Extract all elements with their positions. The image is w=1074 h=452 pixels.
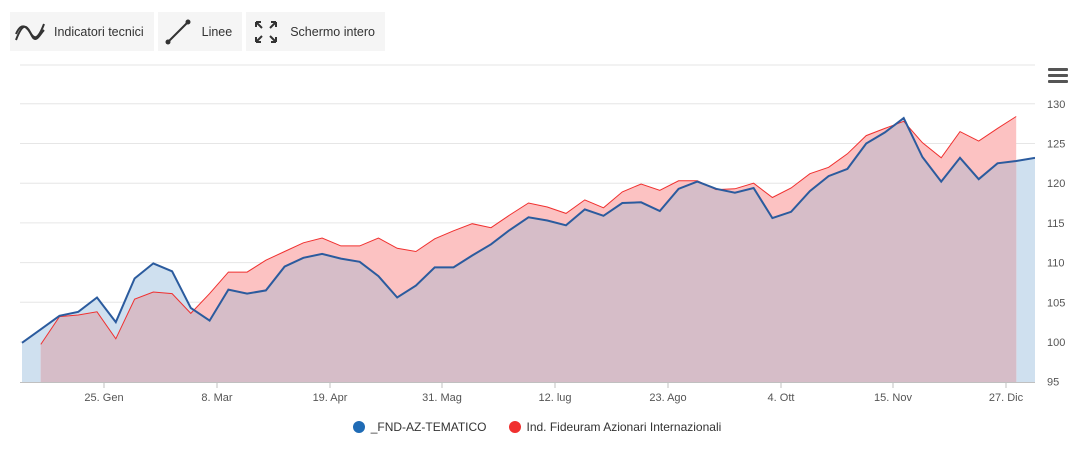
chart-toolbar: Indicatori tecnici Linee Schermo intero <box>10 12 385 51</box>
indicators-icon <box>14 18 46 46</box>
y-tick-label: 115 <box>1047 218 1065 230</box>
y-tick-label: 125 <box>1047 139 1065 151</box>
series-areas <box>22 116 1035 382</box>
y-axis-ticks: 95 100 105 110 115 120 125 130 <box>1047 99 1065 389</box>
y-tick-label: 95 <box>1047 377 1059 389</box>
lines-button[interactable]: Linee <box>157 12 243 51</box>
x-tick-label: 31. Mag <box>422 392 462 404</box>
series-ind-fideuram-line <box>40 116 1017 345</box>
x-tick-label: 23. Ago <box>649 392 686 404</box>
x-tick-label: 4. Ott <box>768 392 795 404</box>
y-tick-label: 120 <box>1047 178 1065 190</box>
x-tick-label: 12. lug <box>538 392 571 404</box>
y-tick-label: 100 <box>1047 337 1065 349</box>
legend-dot-icon <box>508 421 521 433</box>
fullscreen-label: Schermo intero <box>290 24 375 39</box>
price-chart: 95 100 105 110 115 120 125 130 25. Gen 8. Mar 19.… <box>20 64 1065 404</box>
x-tick-label: 8. Mar <box>201 392 233 404</box>
legend-item-fnd-az-tematico[interactable]: _FND-AZ-TEMATICO <box>352 420 487 434</box>
y-tick-label: 110 <box>1047 258 1065 270</box>
legend: _FND-AZ-TEMATICO Ind. Fideuram Azionari … <box>0 420 1074 434</box>
series-fnd-az-tematico-line <box>21 116 1035 344</box>
fullscreen-button[interactable]: Schermo intero <box>246 12 385 51</box>
legend-label: _FND-AZ-TEMATICO <box>370 420 487 434</box>
x-tick-label: 25. Gen <box>84 392 123 404</box>
x-tick-label: 15. Nov <box>874 392 912 404</box>
legend-item-ind-fideuram[interactable]: Ind. Fideuram Azionari Internazionali <box>508 420 722 434</box>
y-tick-label: 105 <box>1047 297 1065 309</box>
series-overlap-area <box>40 118 1017 382</box>
fullscreen-icon <box>250 18 282 46</box>
x-tick-label: 19. Apr <box>313 392 348 404</box>
lines-label: Linee <box>201 24 233 39</box>
chart-menu-icon[interactable] <box>1048 68 1068 86</box>
legend-label: Ind. Fideuram Azionari Internazionali <box>526 420 722 434</box>
legend-dot-icon <box>352 421 365 433</box>
technical-indicators-button[interactable]: Indicatori tecnici <box>10 12 154 51</box>
series-lines <box>21 116 1035 345</box>
y-tick-label: 130 <box>1047 99 1065 111</box>
line-tool-icon <box>162 18 194 46</box>
x-tick-label: 27. Dic <box>989 392 1024 404</box>
technical-indicators-label: Indicatori tecnici <box>54 24 144 39</box>
x-axis-ticks: 25. Gen 8. Mar 19. Apr 31. Mag 12. lug 23. Ag… <box>84 382 1024 404</box>
